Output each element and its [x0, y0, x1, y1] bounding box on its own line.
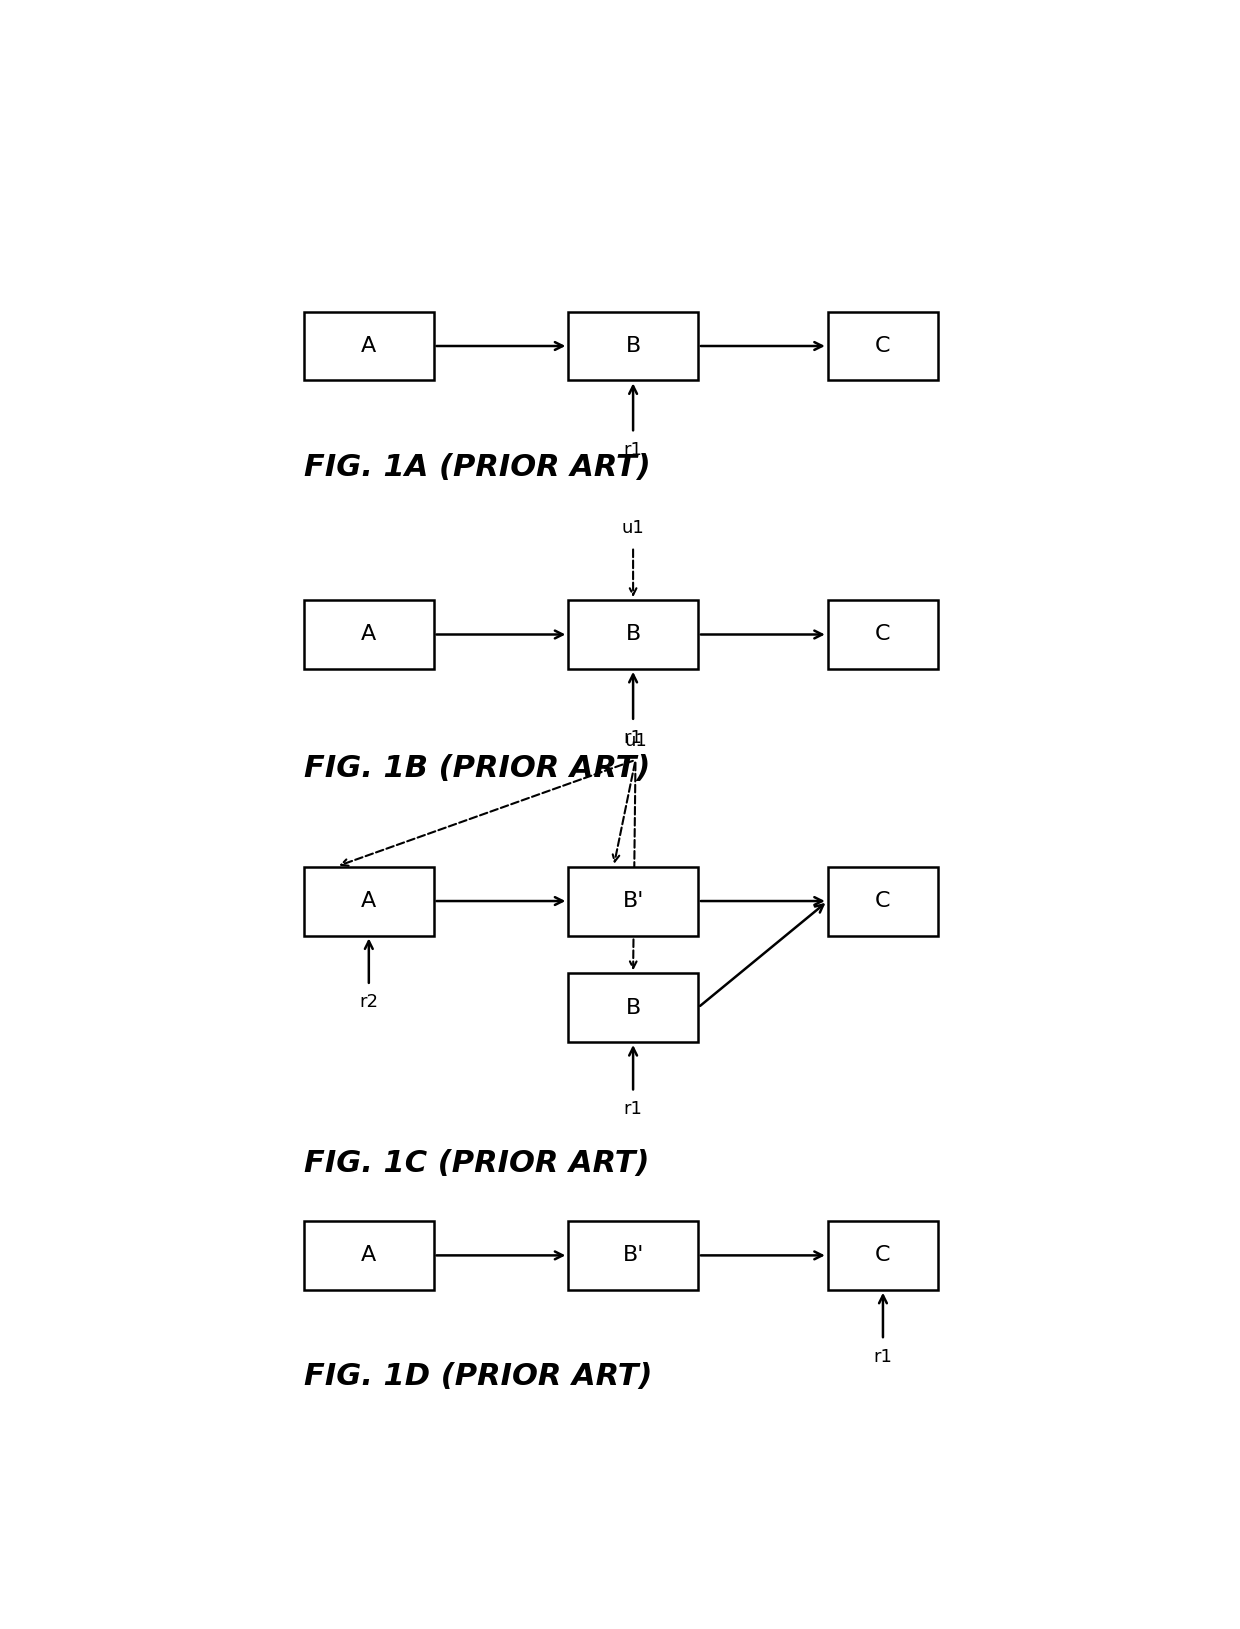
Bar [304, 599, 434, 670]
Bar [828, 1220, 939, 1290]
Text: r1: r1 [873, 1347, 893, 1365]
Text: r2: r2 [360, 994, 378, 1012]
Bar [568, 973, 698, 1043]
Text: FIG. 1C (PRIOR ART): FIG. 1C (PRIOR ART) [304, 1148, 650, 1178]
Text: A: A [361, 1246, 377, 1266]
Bar [304, 1220, 434, 1290]
Text: FIG. 1A (PRIOR ART): FIG. 1A (PRIOR ART) [304, 453, 651, 482]
Text: C: C [875, 624, 890, 645]
Text: B: B [625, 624, 641, 645]
Text: C: C [875, 336, 890, 357]
Bar [304, 311, 434, 381]
Bar [828, 867, 939, 935]
Bar [304, 867, 434, 935]
Text: C: C [875, 1246, 890, 1266]
Text: r1: r1 [624, 441, 642, 459]
Text: B': B' [622, 1246, 644, 1266]
Bar [568, 1220, 698, 1290]
Text: A: A [361, 624, 377, 645]
Text: u1: u1 [621, 518, 645, 536]
Text: B: B [625, 336, 641, 357]
Text: B: B [625, 997, 641, 1018]
Text: u1: u1 [624, 731, 647, 749]
Text: r1: r1 [624, 1100, 642, 1117]
Text: B': B' [622, 891, 644, 911]
Text: FIG. 1D (PRIOR ART): FIG. 1D (PRIOR ART) [304, 1362, 652, 1391]
Bar [568, 867, 698, 935]
Text: A: A [361, 336, 377, 357]
Bar [828, 311, 939, 381]
Text: r1: r1 [624, 730, 642, 748]
Text: A: A [361, 891, 377, 911]
Bar [568, 311, 698, 381]
Bar [828, 599, 939, 670]
Text: FIG. 1B (PRIOR ART): FIG. 1B (PRIOR ART) [304, 754, 650, 782]
Text: C: C [875, 891, 890, 911]
Bar [568, 599, 698, 670]
